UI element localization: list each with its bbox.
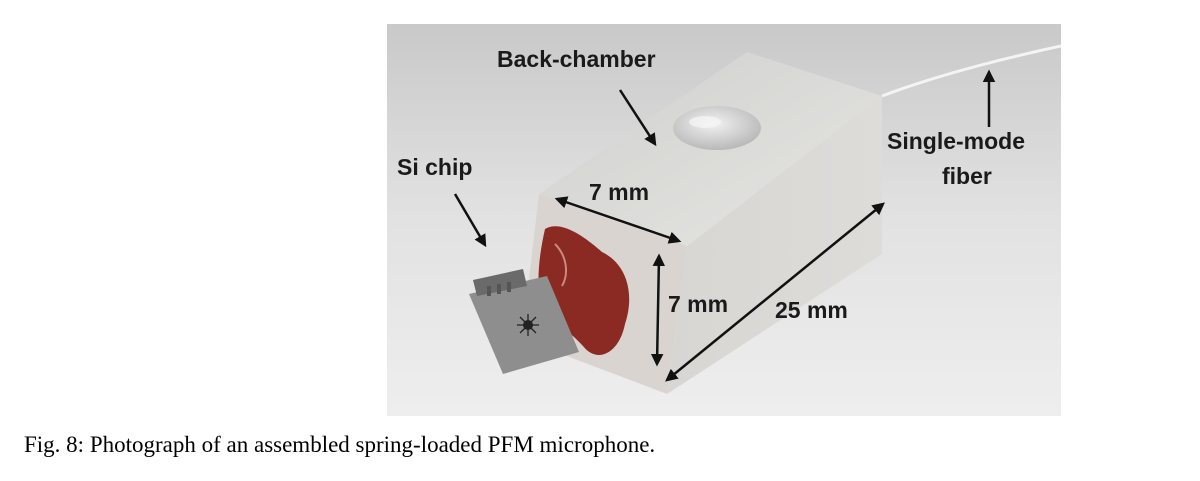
width-dimension-arrow xyxy=(554,196,682,244)
adhesive-highlight xyxy=(554,243,568,287)
fiber-label-line1: Single-mode xyxy=(887,128,1026,154)
height-dimension-arrow xyxy=(650,253,666,367)
figure-caption: Fig. 8: Photograph of an assembled sprin… xyxy=(24,432,656,457)
si-chip xyxy=(469,269,579,374)
length-label: 25 mm xyxy=(775,297,848,323)
si-chip-arrow xyxy=(453,193,487,248)
photo-illustration xyxy=(387,24,1061,416)
back-chamber-label: Back-chamber xyxy=(497,46,656,72)
back-chamber-arrow xyxy=(618,89,657,147)
bubble-highlight xyxy=(689,116,721,128)
glue-bubble xyxy=(673,106,761,150)
si-chip-label: Si chip xyxy=(397,154,473,180)
fiber-label-line2: fiber xyxy=(942,163,992,189)
width-label: 7 mm xyxy=(589,179,650,205)
figure-photo: Back-chamber Si chip 7 mm 7 mm 25 mm Sin… xyxy=(387,24,1061,416)
height-label: 7 mm xyxy=(668,291,729,317)
length-dimension-arrow xyxy=(665,202,885,382)
optical-fiber xyxy=(881,44,1061,98)
